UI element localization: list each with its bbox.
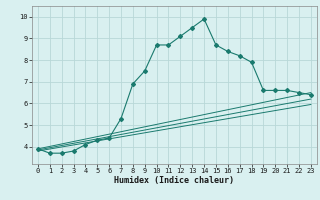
X-axis label: Humidex (Indice chaleur): Humidex (Indice chaleur) (115, 176, 234, 185)
